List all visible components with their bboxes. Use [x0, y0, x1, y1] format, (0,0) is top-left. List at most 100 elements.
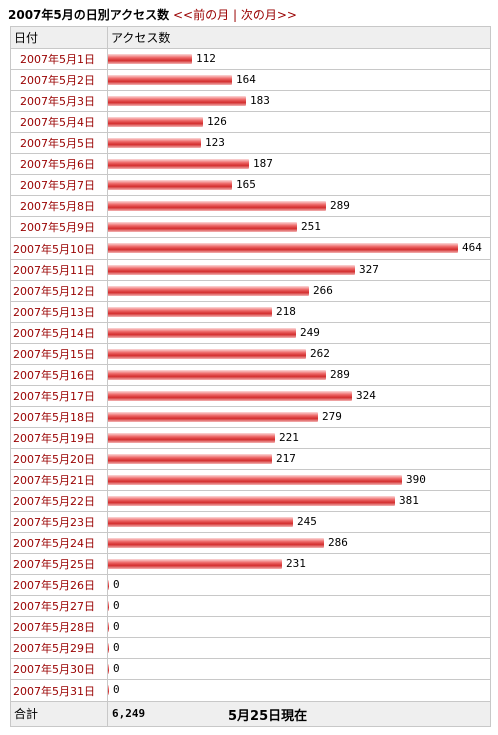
row-bar-cell: 0: [107, 679, 491, 702]
access-value-label: 286: [328, 536, 348, 550]
access-bar: [108, 180, 232, 191]
row-bar-cell: 249: [107, 321, 491, 344]
row-bar-cell: 183: [107, 90, 491, 113]
title-text: 2007年5月の日別アクセス数: [8, 8, 170, 22]
access-value-label: 327: [359, 262, 379, 276]
table-row: 2007年5月13日 218: [10, 300, 491, 323]
access-column-header: アクセス数: [107, 25, 491, 50]
row-bar-cell: 164: [107, 69, 491, 92]
access-value-label: 245: [297, 515, 317, 529]
row-bar-cell: 327: [107, 258, 491, 281]
row-bar-cell: 217: [107, 447, 491, 471]
access-value-label: 123: [205, 136, 225, 150]
access-bar: [108, 517, 293, 528]
row-date: 2007年5月27日: [10, 595, 108, 618]
table-row: 2007年5月11日 327: [10, 258, 491, 281]
page-title: 2007年5月の日別アクセス数 <<前の月 | 次の月>>: [8, 6, 297, 24]
row-bar-cell: 123: [107, 132, 491, 155]
row-date: 2007年5月4日: [10, 111, 108, 134]
row-bar-cell: 0: [107, 616, 491, 639]
row-date: 2007年5月1日: [10, 48, 108, 71]
table-header: 日付 アクセス数: [10, 25, 491, 50]
access-value-label: 221: [279, 430, 299, 444]
access-bar: [108, 243, 458, 254]
access-value-label: 218: [276, 304, 296, 318]
row-date: 2007年5月20日: [10, 447, 108, 471]
access-bar: [108, 453, 272, 464]
row-bar-cell: 0: [107, 595, 491, 618]
row-bar-cell: 231: [107, 553, 491, 576]
row-date: 2007年5月5日: [10, 132, 108, 155]
access-value-label: 0: [113, 683, 120, 697]
table-row: 2007年5月21日 390: [10, 468, 491, 492]
row-date: 2007年5月2日: [10, 69, 108, 92]
row-bar-cell: 245: [107, 511, 491, 534]
access-value-label: 0: [113, 641, 120, 655]
access-bar: [108, 348, 306, 359]
row-bar-cell: 289: [107, 195, 491, 218]
access-value-label: 164: [236, 73, 256, 87]
nav-separator: |: [232, 8, 237, 22]
prev-month-link[interactable]: <<前の月: [172, 8, 230, 22]
access-value-label: 187: [253, 157, 273, 171]
access-value-label: 262: [310, 346, 330, 360]
access-value-label: 464: [462, 241, 482, 255]
row-date: 2007年5月14日: [10, 321, 108, 344]
row-bar-cell: 464: [107, 237, 491, 260]
table-row: 2007年5月31日 0: [10, 679, 491, 702]
table-row: 2007年5月28日 0: [10, 616, 491, 639]
row-date: 2007年5月12日: [10, 279, 108, 302]
row-bar-cell: 251: [107, 216, 491, 239]
as-of-note: 5月25日現在: [228, 708, 308, 724]
access-bar: [108, 54, 192, 65]
table-row: 2007年5月29日 0: [10, 637, 491, 660]
access-value-label: 249: [300, 325, 320, 339]
table-row: 2007年5月27日 0: [10, 595, 491, 618]
access-value-label: 266: [313, 283, 333, 297]
row-date: 2007年5月22日: [10, 490, 108, 513]
table-row: 2007年5月6日 187: [10, 153, 491, 176]
table-row: 2007年5月15日 262: [10, 342, 491, 365]
table-row: 2007年5月18日 279: [10, 405, 491, 428]
access-bar: [108, 496, 395, 507]
row-bar-cell: 0: [107, 574, 491, 597]
table-row: 2007年5月14日 249: [10, 321, 491, 344]
access-bar: [108, 559, 282, 570]
table-row: 2007年5月22日 381: [10, 490, 491, 513]
access-value-label: 289: [330, 199, 350, 213]
row-bar-cell: 262: [107, 342, 491, 365]
access-value-label: 231: [286, 557, 306, 571]
next-month-link[interactable]: 次の月>>: [240, 8, 297, 22]
access-value-label: 112: [196, 52, 216, 66]
access-bar: [108, 264, 355, 275]
access-value-label: 279: [322, 409, 342, 423]
access-bar: [108, 159, 249, 170]
row-bar-cell: 286: [107, 532, 491, 555]
row-date: 2007年5月3日: [10, 90, 108, 113]
access-value-label: 126: [207, 115, 227, 129]
access-bar: [108, 369, 326, 380]
table-row: 2007年5月4日 126: [10, 111, 491, 134]
total-value: 6,249: [112, 706, 146, 720]
table-row: 2007年5月20日 217: [10, 447, 491, 471]
row-bar-cell: 0: [107, 637, 491, 660]
total-label: 合計: [10, 700, 108, 728]
access-value-label: 390: [406, 473, 426, 486]
access-bar: [108, 285, 309, 296]
row-bar-cell: 289: [107, 363, 491, 386]
row-bar-cell: 218: [107, 300, 491, 323]
row-date: 2007年5月23日: [10, 511, 108, 534]
table-row: 2007年5月16日 289: [10, 363, 491, 386]
table-row: 2007年5月12日 266: [10, 279, 491, 302]
table-body: 2007年5月1日 112 2007年5月2日 164 2007年5月3日 183 2007…: [10, 48, 491, 702]
row-bar-cell: 381: [107, 490, 491, 513]
row-bar-cell: 324: [107, 384, 491, 407]
row-date: 2007年5月15日: [10, 342, 108, 365]
access-bar: [108, 117, 203, 128]
access-bar: [108, 538, 324, 549]
row-date: 2007年5月10日: [10, 237, 108, 260]
row-date: 2007年5月13日: [10, 300, 108, 323]
row-date: 2007年5月24日: [10, 532, 108, 555]
row-date: 2007年5月6日: [10, 153, 108, 176]
date-column-header: 日付: [10, 25, 108, 50]
